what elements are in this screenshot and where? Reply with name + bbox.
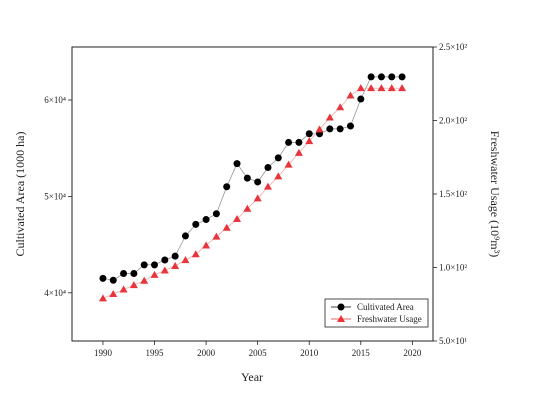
cultivated-point [233,160,241,168]
freshwater-point [119,285,128,293]
freshwater-point [140,276,149,284]
legend-marker-cultivated [337,303,345,311]
cultivated-point [285,138,293,146]
cultivated-point [212,210,220,218]
freshwater-point [325,113,334,121]
y-right-tick-label: 1.0×10² [439,263,467,273]
cultivated-point [305,130,313,138]
freshwater-point [294,148,303,156]
cultivated-point [109,276,117,284]
x-tick-label: 2020 [403,348,422,358]
series-lines [102,76,403,299]
freshwater-point [356,84,365,92]
y-right-tick-label: 5.0×10¹ [439,336,467,346]
x-tick-label: 2005 [249,348,268,358]
freshwater-point [98,294,107,302]
cultivated-point [264,163,272,171]
freshwater-point [222,223,231,231]
freshwater-point [387,84,396,92]
freshwater-point [243,204,252,212]
freshwater-point [253,194,262,202]
cultivated-point [202,216,210,224]
legend-label-freshwater: Freshwater Usage [357,314,422,324]
cultivated-point [140,261,148,269]
cultivated-point [367,73,375,81]
cultivated-line [102,76,403,281]
y-right-tick-label: 2.0×10² [439,116,467,126]
x-tick-label: 2000 [197,348,216,358]
freshwater-point [129,281,138,289]
cultivated-point [151,261,159,269]
cultivated-point [130,270,138,278]
cultivated-point [274,154,282,162]
cultivated-point [161,256,169,264]
x-axis-title: Year [241,370,263,384]
freshwater-point [212,232,221,240]
y-axis-right-title: Freshwater Usage (10⁹m³) [488,131,502,257]
freshwater-point [336,103,345,111]
y-right-tick-label: 2.5×10² [439,42,467,52]
cultivated-point [192,220,200,228]
cultivated-point [99,274,107,282]
x-tick-label: 1995 [146,348,165,358]
y-left-tick-label: 4×10⁴ [44,288,66,298]
cultivated-point [223,183,231,191]
legend-box [324,298,429,328]
legend: Cultivated Area Freshwater Usage [324,298,429,328]
cultivated-point [388,73,396,81]
ticks: 1990 1995 2000 2005 2010 2015 2020 4×10⁴ 5×10⁴ 6×… [44,42,467,358]
freshwater-point [150,270,159,278]
cultivated-point [357,95,365,103]
freshwater-point [398,84,407,92]
freshwater-point [315,125,324,133]
legend-label-cultivated: Cultivated Area [357,302,414,312]
y-right-tick-label: 1.5×10² [439,189,467,199]
freshwater-point [377,84,386,92]
freshwater-line [102,87,403,299]
freshwater-point [274,172,283,180]
x-tick-label: 2010 [300,348,319,358]
cultivated-point [171,252,179,260]
y-axis-left-title: Cultivated Area (1000 ha) [13,132,27,257]
series-markers [98,73,407,302]
cultivated-point [120,270,128,278]
freshwater-point [233,214,242,222]
x-tick-label: 2015 [352,348,371,358]
y-left-tick-label: 5×10⁴ [44,191,66,201]
freshwater-point [202,241,211,249]
freshwater-point [305,137,314,145]
freshwater-point [160,266,169,274]
cultivated-point [254,178,262,186]
cultivated-point [181,232,189,240]
cultivated-point [398,73,406,81]
freshwater-point [191,250,200,258]
y-left-tick-label: 6×10⁴ [44,95,66,105]
freshwater-point [284,160,293,168]
freshwater-point [181,256,190,264]
cultivated-point [243,174,251,182]
freshwater-point [109,289,118,297]
freshwater-point [346,91,355,99]
cultivated-point [295,138,303,146]
cultivated-point [326,125,334,133]
cultivated-point [377,73,385,81]
freshwater-point [367,84,376,92]
legend-marker-freshwater [337,315,345,322]
freshwater-point [263,182,272,190]
freshwater-point [171,262,180,270]
cultivated-point [336,125,344,133]
cultivated-point [346,122,354,130]
x-tick-label: 1990 [94,348,113,358]
